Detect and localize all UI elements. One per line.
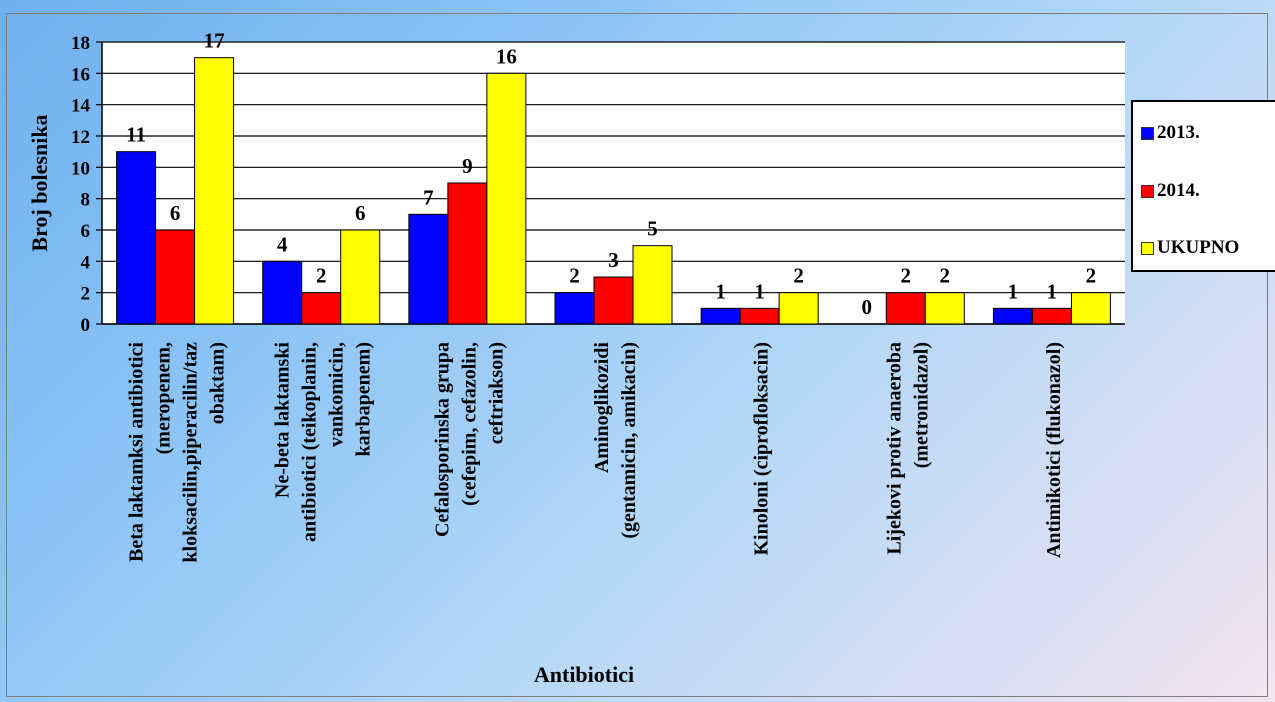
- y-tick-label: 16: [71, 64, 90, 85]
- chart-frame: [6, 13, 1268, 697]
- data-label: 9: [462, 154, 473, 178]
- bar-2014-0: [155, 229, 196, 325]
- legend-swatch-blue: [1141, 126, 1154, 140]
- data-label: 2: [1086, 264, 1097, 288]
- legend-item-ukupno: UKUPNO: [1141, 237, 1239, 259]
- y-tick-label: 4: [81, 252, 91, 273]
- category-label-line: vankomicin,: [326, 342, 348, 447]
- legend-swatch-yellow: [1141, 241, 1154, 255]
- data-label: 11: [126, 123, 146, 147]
- category-label-6: Antimikotici (flukonazol): [1043, 342, 1065, 558]
- bar-2013-3: [554, 292, 595, 325]
- category-label-line: Kinoloni (ciprofloksacin): [751, 342, 773, 556]
- bar-2014-1: [301, 292, 342, 325]
- data-label: 1: [1047, 279, 1058, 303]
- category-label-line: Aminoglikozidi: [591, 342, 613, 474]
- data-label: 2: [901, 264, 912, 288]
- data-label: 16: [496, 44, 517, 68]
- bar-ukupno-4: [778, 292, 819, 325]
- data-label: 5: [647, 217, 658, 241]
- bar-2013-4: [700, 307, 741, 325]
- y-tick-label: 18: [71, 33, 90, 54]
- bar-2013-0: [116, 151, 157, 325]
- legend-label: UKUPNO: [1157, 237, 1240, 258]
- legend-item-2013: 2013.: [1141, 122, 1200, 144]
- bar-ukupno-6: [1070, 292, 1111, 325]
- category-label-3: Aminoglikozidi (gentamicin, amikacin): [591, 342, 640, 539]
- category-label-line: Lijekovi protiv anaeroba: [883, 342, 905, 555]
- category-label-1: Ne-beta laktamski antibiotici (teikoplani…: [272, 342, 375, 542]
- bar-2014-3: [593, 276, 634, 325]
- legend-item-2014: 2014.: [1141, 180, 1200, 202]
- legend: 2013. 2014. UKUPNO: [1131, 100, 1275, 272]
- y-tick-label: 6: [81, 221, 91, 242]
- data-label: 2: [569, 264, 580, 288]
- y-tick-label: 8: [81, 190, 91, 211]
- x-axis-title: Antibiotici: [534, 662, 634, 687]
- bar-ukupno-3: [632, 245, 673, 325]
- data-label: 6: [355, 201, 366, 225]
- bar-2013-2: [408, 213, 449, 325]
- data-label: 2: [940, 264, 951, 288]
- y-tick-label: 2: [81, 284, 91, 305]
- y-tick-label: 10: [71, 158, 90, 179]
- category-label-line: (cefepim, cefazolin,: [458, 342, 480, 506]
- y-axis-title: Broj bolesnika: [27, 114, 52, 251]
- data-label: 6: [170, 201, 181, 225]
- bars: [116, 57, 1111, 325]
- bar-2013-6: [992, 307, 1033, 325]
- y-tick-label: 0: [81, 315, 91, 336]
- bar-2014-5: [885, 292, 926, 325]
- category-label-0: Beta laktamksi antibiotici (meropenem, klo…: [126, 342, 229, 563]
- category-label-line: Cefalosporinska grupa: [431, 342, 453, 537]
- category-label-line: Ne-beta laktamski: [272, 342, 294, 499]
- category-label-line: karbapenem): [353, 342, 375, 456]
- y-tick-label: 14: [71, 96, 91, 117]
- bar-2014-4: [739, 307, 780, 325]
- data-label: 1: [1008, 279, 1019, 303]
- category-label-line: kloksacilin,piperacilin/taz: [180, 342, 202, 563]
- bar-2014-2: [447, 182, 488, 325]
- bar-ukupno-1: [340, 229, 381, 325]
- category-label-2: Cefalosporinska grupa (cefepim, cefazolin…: [431, 342, 507, 537]
- category-label-line: Beta laktamksi antibiotici: [126, 342, 148, 562]
- data-label: 2: [316, 264, 327, 288]
- category-label-line: ceftriakson): [485, 342, 507, 444]
- bar-2013-1: [262, 260, 303, 325]
- category-label-line: antibiotici (teikoplanin,: [299, 342, 321, 542]
- category-label-line: (gentamicin, amikacin): [618, 342, 640, 539]
- category-label-line: (metronidazol): [910, 342, 932, 468]
- data-label: 3: [608, 248, 619, 272]
- data-label: 1: [754, 279, 765, 303]
- bar-ukupno-5: [924, 292, 965, 325]
- data-label: 1: [715, 279, 726, 303]
- category-label-4: Kinoloni (ciprofloksacin): [751, 342, 773, 556]
- data-label: 2: [793, 264, 804, 288]
- data-label: 17: [204, 29, 225, 53]
- category-label-5: Lijekovi protiv anaeroba (metronidazol): [883, 342, 932, 555]
- category-label-line: obaktam): [207, 342, 229, 424]
- data-label: 7: [423, 185, 434, 209]
- data-label: 0: [862, 295, 873, 319]
- category-label-line: (meropenem,: [153, 342, 175, 454]
- bar-ukupno-2: [486, 72, 527, 325]
- bar-2014-6: [1031, 307, 1072, 325]
- category-label-line: Antimikotici (flukonazol): [1043, 342, 1065, 558]
- bar-ukupno-0: [194, 57, 235, 325]
- legend-swatch-red: [1141, 184, 1154, 198]
- category-labels: Beta laktamksi antibiotici (meropenem, klo…: [126, 342, 1065, 563]
- legend-label: 2013.: [1157, 122, 1200, 143]
- data-label: 4: [277, 232, 288, 256]
- y-tick-label: 12: [71, 127, 90, 148]
- legend-label: 2014.: [1157, 180, 1200, 201]
- y-tick-labels: 0 2 4 6 8 10 12 14 16 18: [71, 33, 91, 336]
